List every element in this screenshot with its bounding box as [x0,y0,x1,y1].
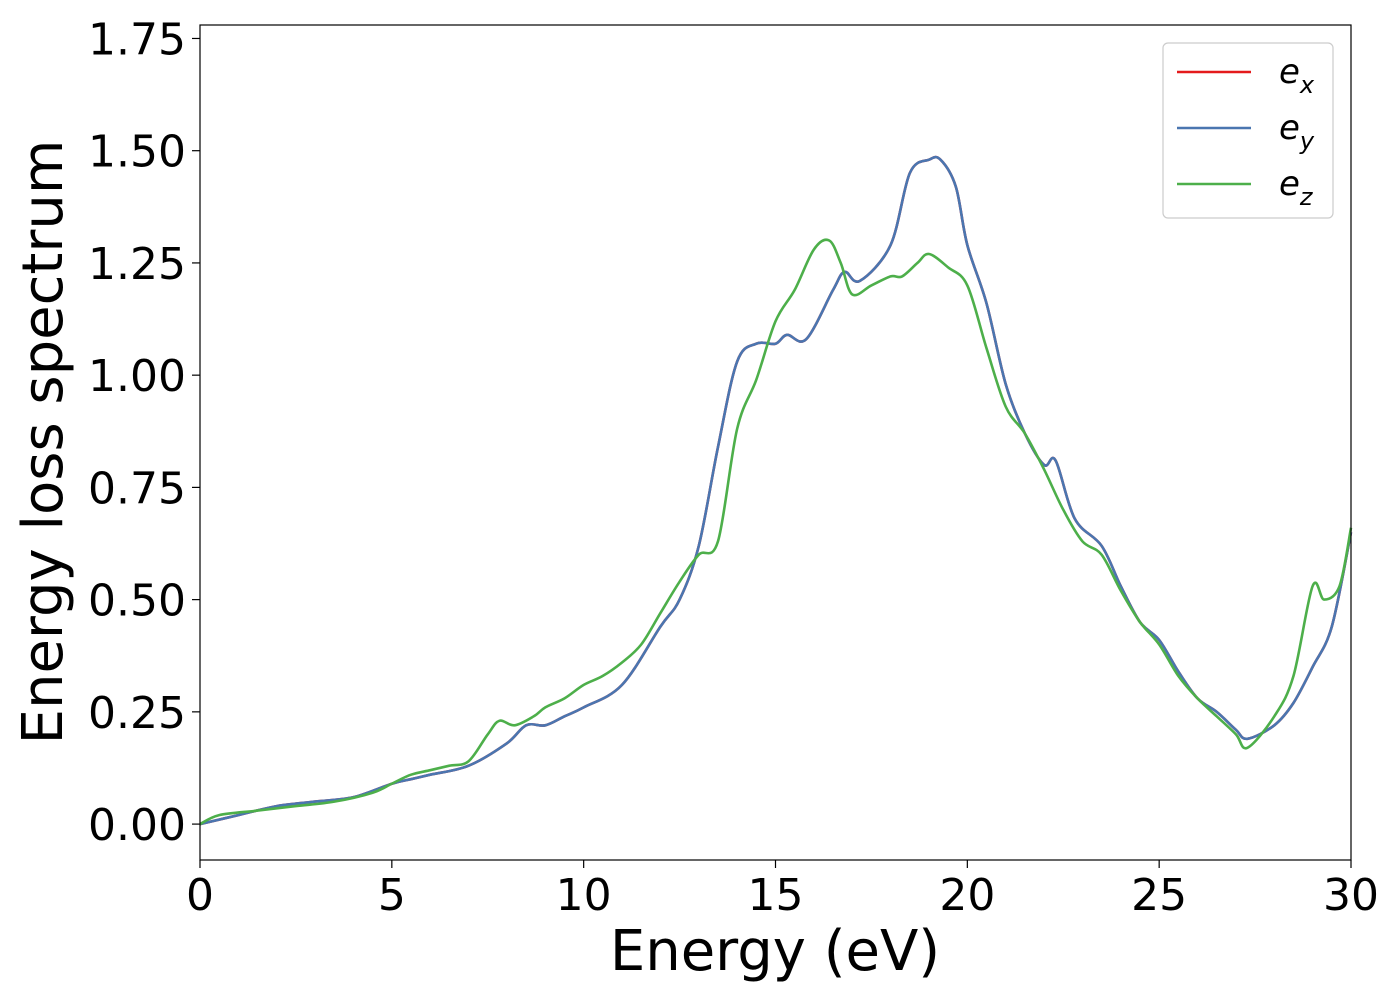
x-tick-label: 0 [186,870,214,921]
x-tick-label: 20 [939,870,995,921]
x-axis: 0 5 10 15 20 25 30 [186,860,1379,921]
y-tick-label: 0.00 [88,800,186,851]
y-tick-label: 0.50 [88,576,186,627]
series-layer [199,155,1353,826]
legend-box [1162,42,1334,219]
y-tick-label: 0.75 [88,463,186,514]
x-tick-label: 30 [1323,870,1379,921]
x-axis-title: Energy (eV) [610,919,940,984]
x-tick-label: 25 [1131,870,1187,921]
y-tick-label: 1.25 [88,239,186,290]
y-axis-title: Energy loss spectrum [11,140,76,745]
y-axis: 0.00 0.25 0.50 0.75 1.00 1.25 1.50 1.75 [88,14,200,851]
plot-background [200,25,1351,860]
legend-label-y: ey [1279,108,1315,155]
series-line-z [199,238,1353,826]
y-tick-label: 1.50 [88,127,186,178]
x-tick-label: 5 [378,870,406,921]
y-tick-label: 1.75 [88,14,186,65]
x-tick-label: 15 [748,870,804,921]
y-tick-label: 0.25 [88,688,186,739]
series-line-y [199,155,1353,826]
y-tick-label: 1.00 [88,351,186,402]
x-tick-label: 10 [556,870,612,921]
